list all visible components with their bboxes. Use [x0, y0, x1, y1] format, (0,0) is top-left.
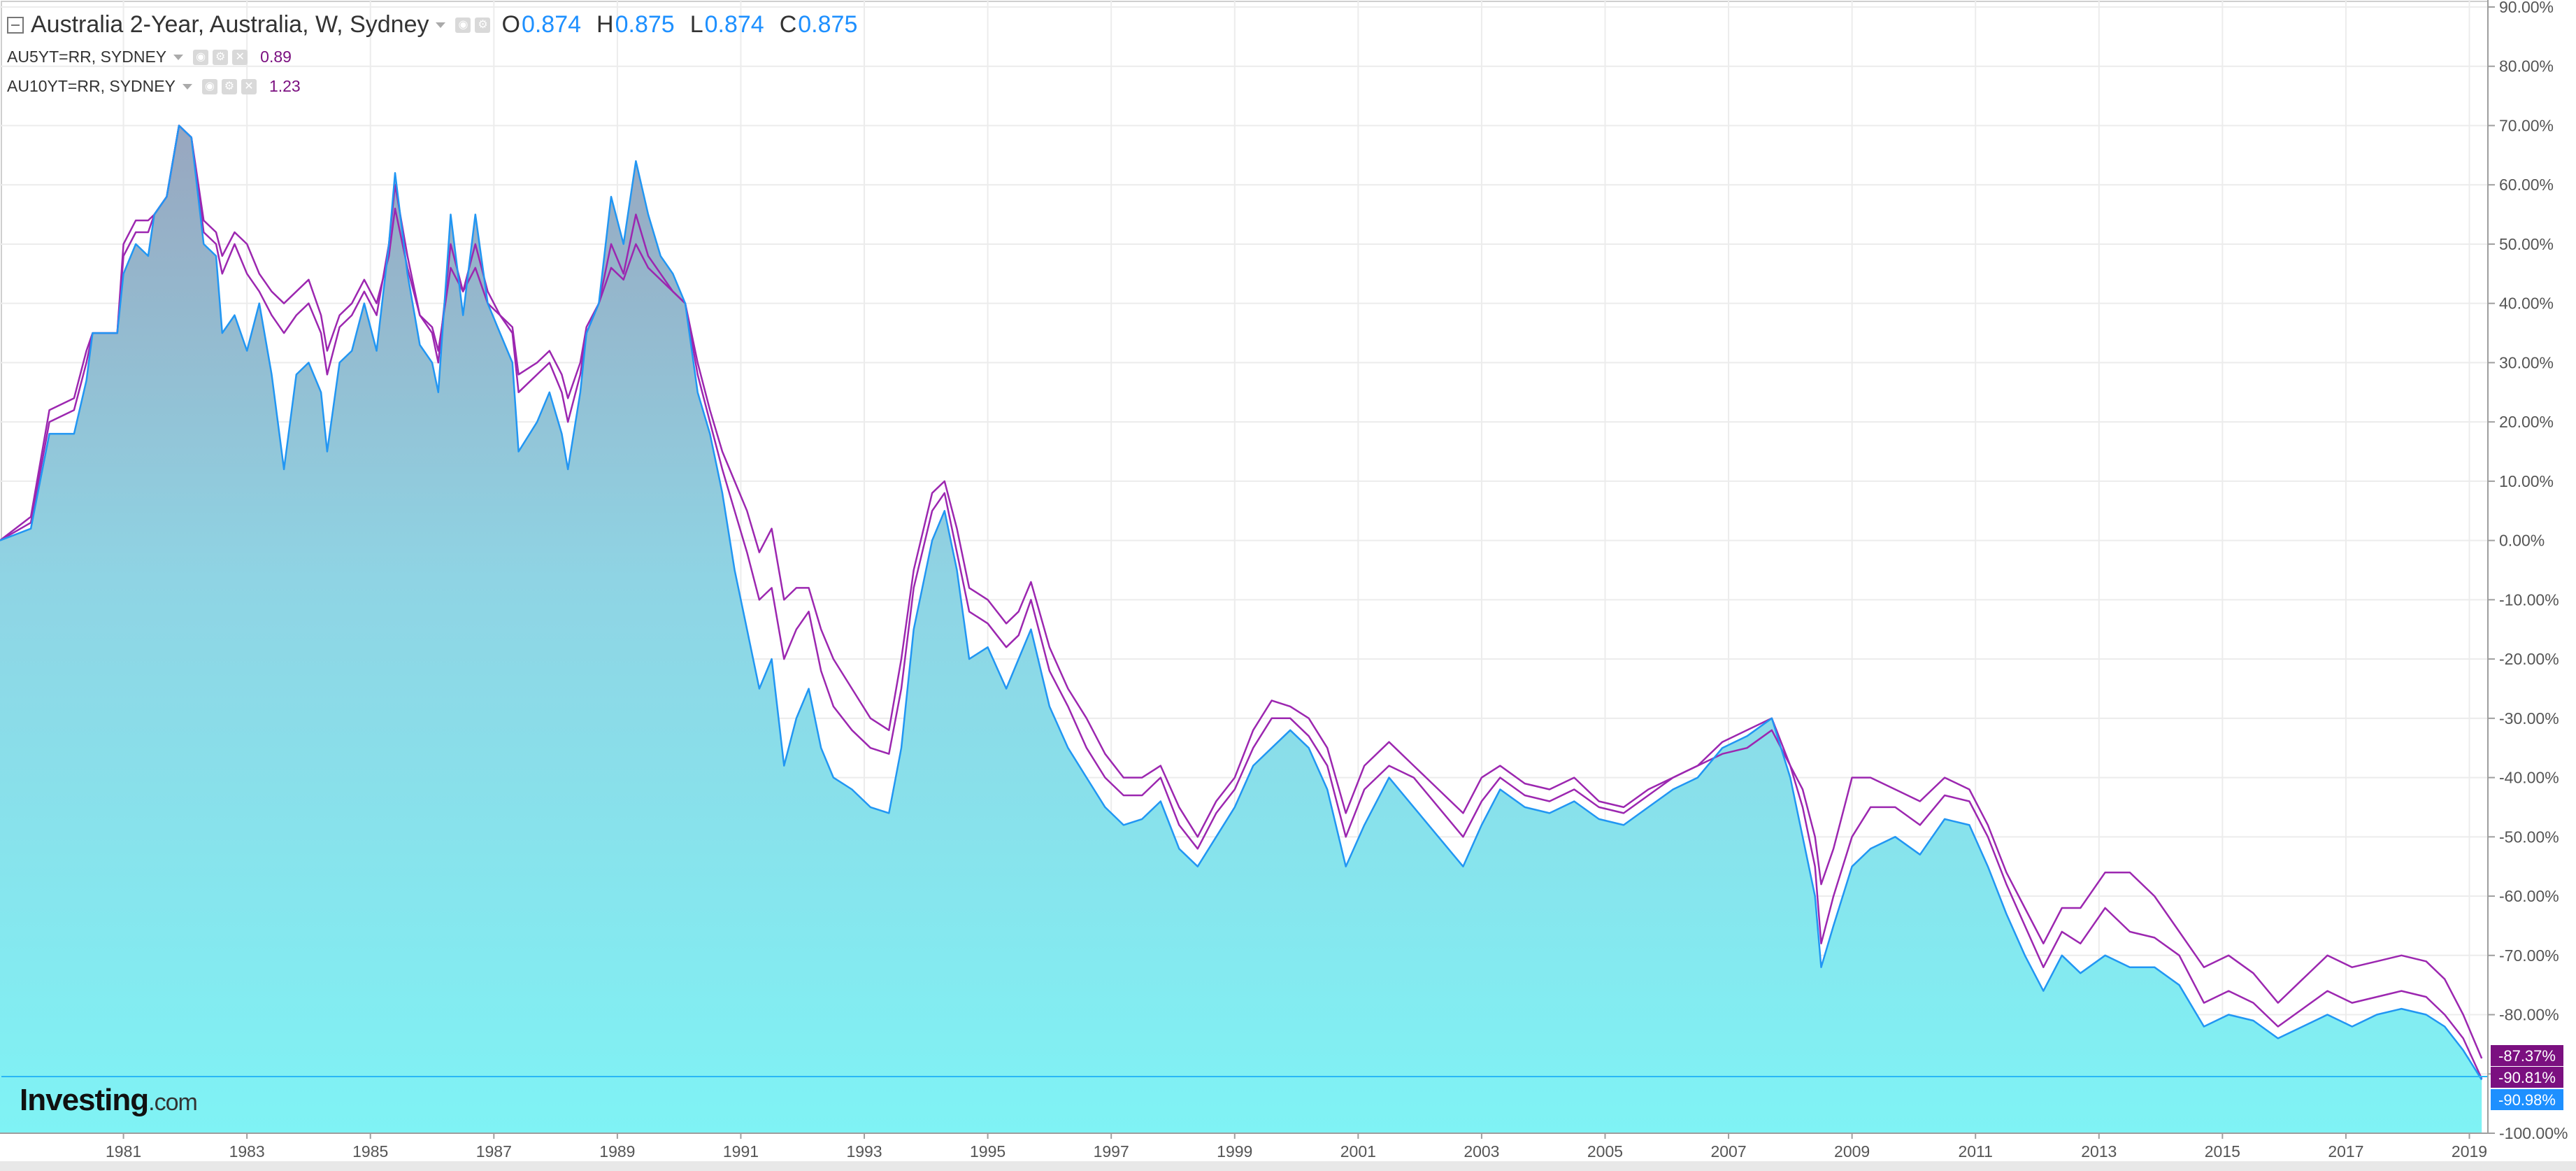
y-tick-label: -30.00%: [2499, 709, 2559, 728]
y-tick-label: 80.00%: [2499, 57, 2554, 76]
series2-title[interactable]: AU5YT=RR, SYDNEY: [7, 48, 167, 66]
y-tick-label: 60.00%: [2499, 176, 2554, 194]
last-value-tag: [2491, 1089, 2563, 1110]
x-tick-label: 2003: [1464, 1142, 1499, 1161]
y-tick-label: 20.00%: [2499, 413, 2554, 431]
close-icon[interactable]: ✕: [232, 49, 248, 65]
y-tick-label: -70.00%: [2499, 946, 2559, 965]
y-tick-label: 40.00%: [2499, 294, 2554, 313]
x-tick-label: 2019: [2452, 1142, 2487, 1161]
high-label: H: [596, 11, 614, 38]
series3-value: 1.23: [269, 77, 301, 95]
x-tick-label: 2001: [1340, 1142, 1376, 1161]
y-tick-label: -60.00%: [2499, 887, 2559, 905]
x-tick-label: 1985: [352, 1142, 388, 1161]
main-series-legend: Australia 2-Year, Australia, W, Sydney ◉…: [7, 11, 866, 38]
settings-icon[interactable]: ⚙: [221, 78, 237, 94]
last-value-tag: [2491, 1045, 2563, 1066]
y-tick-label: -50.00%: [2499, 828, 2559, 846]
y-tick-label: -80.00%: [2499, 1006, 2559, 1024]
price-axis[interactable]: 90.00% 80.00% 70.00% 60.00% 50.00% 40.00% 30.0…: [2488, 0, 2568, 1142]
main-series-area: [0, 125, 2482, 1133]
y-tick-label: -20.00%: [2499, 650, 2559, 668]
series2-legend: AU5YT=RR, SYDNEY ◉ ⚙ ✕ 0.89: [7, 48, 292, 66]
main-series-line: [0, 125, 2483, 1081]
last-value-text: -90.98%: [2498, 1091, 2556, 1109]
open-label: O: [501, 11, 520, 38]
logo-brand: Investing: [20, 1083, 149, 1117]
x-tick-label: 1983: [229, 1142, 265, 1161]
x-tick-label: 2017: [2328, 1142, 2363, 1161]
dropdown-caret-icon[interactable]: [173, 54, 184, 60]
eye-icon[interactable]: ◉: [193, 49, 209, 65]
dropdown-caret-icon[interactable]: [436, 22, 446, 28]
y-tick-label: 0.00%: [2499, 532, 2545, 550]
x-tick-label: 2015: [2205, 1142, 2240, 1161]
y-tick-label: 10.00%: [2499, 472, 2554, 490]
collapse-toggle-icon[interactable]: [7, 16, 24, 34]
low-label: L: [689, 11, 703, 38]
last-value-text: -90.81%: [2498, 1069, 2556, 1086]
x-tick-label: 1995: [970, 1142, 1006, 1161]
y-tick-label: 50.00%: [2499, 235, 2554, 253]
settings-icon[interactable]: ⚙: [213, 49, 229, 65]
x-tick-label: 2007: [1710, 1142, 1746, 1161]
y-tick-label: -40.00%: [2499, 769, 2559, 787]
x-tick-label: 1981: [106, 1142, 141, 1161]
x-tick-label: 1987: [476, 1142, 512, 1161]
series3-title[interactable]: AU10YT=RR, SYDNEY: [7, 77, 176, 95]
x-tick-label: 2005: [1587, 1142, 1623, 1161]
high-value: 0.875: [615, 11, 675, 38]
x-tick-label: 1999: [1217, 1142, 1252, 1161]
close-value: 0.875: [798, 11, 858, 38]
settings-icon[interactable]: ⚙: [475, 17, 491, 33]
time-axis[interactable]: 1981 1983 1985 1987 1989 1991 1993 1995 1997 1999…: [106, 1133, 2487, 1161]
y-tick-label: 70.00%: [2499, 116, 2554, 134]
eye-icon[interactable]: ◉: [455, 17, 471, 33]
x-tick-label: 1997: [1094, 1142, 1129, 1161]
close-label: C: [779, 11, 797, 38]
series3-legend: AU10YT=RR, SYDNEY ◉ ⚙ ✕ 1.23: [7, 77, 301, 96]
x-tick-label: 1993: [846, 1142, 882, 1161]
x-tick-label: 1989: [599, 1142, 635, 1161]
bottom-strip: [0, 1161, 2576, 1171]
x-tick-label: 1991: [723, 1142, 759, 1161]
low-value: 0.874: [704, 11, 764, 38]
dropdown-caret-icon[interactable]: [182, 83, 192, 90]
series-layer: [0, 125, 2483, 1133]
y-tick-label: 30.00%: [2499, 353, 2554, 371]
close-icon[interactable]: ✕: [241, 78, 257, 94]
last-value-tag: [2491, 1067, 2563, 1088]
open-value: 0.874: [521, 11, 582, 38]
investing-logo: Investing.com: [20, 1083, 198, 1118]
x-tick-label: 2011: [1958, 1142, 1992, 1161]
chart-legend: Australia 2-Year, Australia, W, Sydney ◉…: [0, 0, 979, 98]
eye-icon[interactable]: ◉: [201, 78, 217, 94]
series-line-3: [0, 125, 2483, 1059]
x-tick-label: 2013: [2081, 1142, 2117, 1161]
last-value-text: -87.37%: [2498, 1047, 2556, 1065]
logo-suffix: .com: [148, 1089, 198, 1116]
series2-value: 0.89: [260, 48, 292, 66]
series-line-2: [0, 125, 2483, 1079]
main-series-title[interactable]: Australia 2-Year, Australia, W, Sydney: [31, 11, 429, 38]
last-value-labels: -87.37% -90.81% -90.98%: [2491, 1045, 2563, 1110]
y-tick-label: -100.00%: [2499, 1124, 2568, 1142]
x-tick-label: 2009: [1834, 1142, 1870, 1161]
y-tick-label: 90.00%: [2499, 0, 2554, 16]
y-tick-label: -10.00%: [2499, 590, 2559, 609]
